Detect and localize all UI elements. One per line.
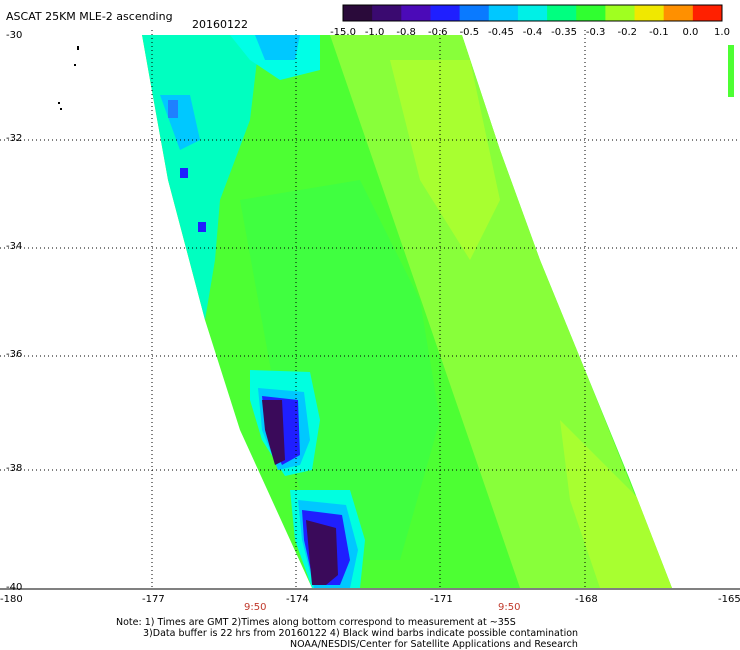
colorbar [342,4,723,22]
note-line-2: 3)Data buffer is 22 hrs from 20160122 4)… [143,628,578,639]
swath-blue-cell-3 [198,222,206,232]
note-line-1: Note: 1) Times are GMT 2)Times along bot… [116,617,516,628]
colorbar-tick-label: -0.3 [586,27,606,38]
swath-blue-cell-2 [180,168,188,178]
colorbar-segment [401,5,431,21]
time-label-2: 9:50 [498,602,520,613]
colorbar-segment [459,5,490,21]
colorbar-segment [605,5,636,21]
lat-label-30: -30 [6,30,22,41]
colorbar-tick-label: -0.4 [523,27,543,38]
colorbar-tick-label: -0.35 [551,27,577,38]
colorbar-segment [430,5,461,21]
swath-blue-cell-1 [168,100,178,118]
note-line-3: NOAA/NESDIS/Center for Satellite Applica… [290,639,578,650]
swath-purple-feature2 [306,520,338,585]
swath-green-mid [240,180,440,560]
colorbar-tick-label: -0.1 [649,27,669,38]
colorbar-tick-label: -0.6 [428,27,448,38]
colorbar-tick-label: -0.5 [460,27,480,38]
swath [58,35,734,588]
stray-mark-4 [60,108,62,110]
swath-purple-feature1 [262,400,285,465]
lon-label-171: -171 [430,594,453,605]
colorbar-tick-label: -0.45 [488,27,514,38]
swath-yellowgreen-patch [390,60,500,260]
colorbar-tick-label: -0.2 [617,27,637,38]
colorbar-segment [547,5,577,21]
map-date: 20160122 [192,18,248,31]
lat-label-38: -38 [6,463,22,474]
map-title: ASCAT 25KM MLE-2 ascending [6,10,173,23]
swath-yellowgreen-south [560,420,672,588]
colorbar-segment [634,5,665,21]
colorbar-segment [488,5,519,21]
colorbar-segment [372,5,402,21]
lon-label-180: -180 [0,594,23,605]
colorbar-tick-label: 1.0 [714,27,730,38]
lat-label-32: -32 [6,133,22,144]
colorbar-tick-label: -1.0 [365,27,385,38]
lat-label-40: -40 [6,582,22,593]
lat-label-34: -34 [6,241,22,252]
swath-lightblue-top [255,35,300,60]
colorbar-segment [576,5,606,21]
colorbar-tick-label: -15.0 [330,27,356,38]
stray-mark-1 [77,46,79,50]
swath-right-edge-strip [728,45,734,97]
lat-label-36: -36 [6,349,22,360]
colorbar-segment [692,5,723,21]
stray-mark-3 [58,102,60,104]
lon-label-177: -177 [142,594,165,605]
lon-label-165: -165 [718,594,740,605]
colorbar-tick-label: 0.0 [682,27,698,38]
colorbar-tick-label: -0.8 [396,27,416,38]
lon-label-168: -168 [575,594,598,605]
graticule [0,30,740,590]
colorbar-segment [517,5,548,21]
stray-mark-2 [74,64,76,66]
colorbar-segment [343,5,373,21]
colorbar-border [342,4,723,22]
lon-label-174: -174 [286,594,309,605]
colorbar-segment [663,5,694,21]
time-label-1: 9:50 [244,602,266,613]
colorbar-labels: -15.0 -1.0 -0.8 -0.6 -0.5 -0.45 -0.4 -0.35 -0.3-… [330,27,730,38]
